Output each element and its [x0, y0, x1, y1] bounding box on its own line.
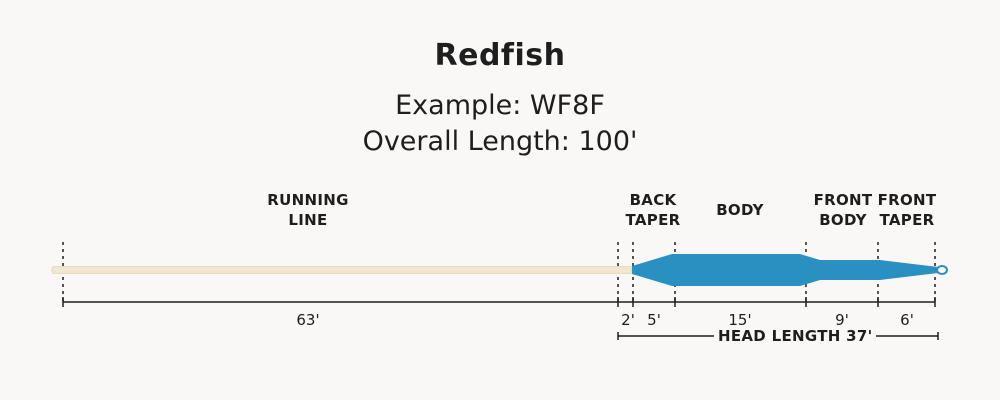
front-taper-label: FRONT TAPER [877, 191, 937, 229]
example-line: Example: WF8F [395, 90, 605, 121]
diagram-title: Redfish [434, 38, 566, 73]
running-line-length: 63' [296, 311, 320, 329]
body-length: 15' [728, 311, 752, 329]
running-line-shape [51, 266, 633, 274]
body-label: BODY [716, 201, 764, 219]
measurement-line [62, 297, 936, 307]
front-body-label: FRONT BODY [813, 191, 873, 229]
welded-loop [936, 265, 948, 275]
back-taper-label: BACK TAPER [625, 191, 681, 229]
head-length-label: HEAD LENGTH 37' [714, 327, 877, 345]
front-taper-length: 6' [900, 311, 914, 329]
head-shape [632, 254, 938, 286]
front-body-length: 9' [835, 311, 849, 329]
unlabeled-length: 2' [621, 311, 635, 329]
back-taper-length: 5' [647, 311, 661, 329]
overall-length: Overall Length: 100' [362, 126, 638, 157]
running-line-label: RUNNING LINE [267, 191, 349, 229]
